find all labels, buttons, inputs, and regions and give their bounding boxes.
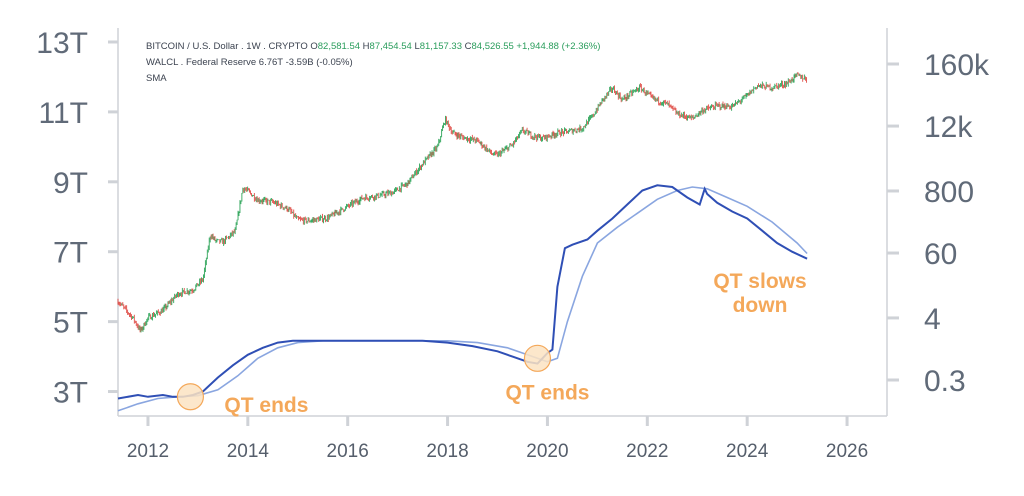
right-tick-label: 800 (924, 176, 974, 209)
x-tick-label: 2012 (127, 441, 169, 462)
x-tick-label: 2022 (626, 441, 668, 462)
legend-walcl: WALCL . Federal Reserve 6.76T -3.59B (-0… (146, 57, 353, 68)
annotation-qt-ends-2: QT ends (505, 381, 589, 404)
walcl-line (117, 184, 808, 400)
btc-candles (117, 71, 807, 333)
x-tick-label: 2018 (426, 441, 468, 462)
left-tick-label: 11T (39, 97, 88, 130)
qt-highlights (176, 344, 552, 411)
right-tick-label: 12k (924, 111, 973, 144)
left-tick-label: 7T (53, 237, 88, 270)
legend-btc: BITCOIN / U.S. Dollar . 1W . CRYPTO O82,… (146, 41, 600, 52)
legend-sma: SMA (146, 73, 167, 84)
x-tick-label: 2016 (327, 441, 369, 462)
x-tick-label: 2026 (826, 441, 868, 462)
annotation-qt-ends-1: QT ends (224, 394, 308, 417)
annotation-qt-slows: QT slows (713, 270, 806, 293)
sma-line (117, 186, 808, 412)
right-tick-label: 4 (924, 303, 941, 336)
right-tick-label: 60 (924, 238, 957, 271)
annotation-down: down (733, 294, 788, 317)
x-tick-label: 2014 (227, 441, 270, 462)
right-tick-label: 0.3 (924, 365, 966, 398)
left-tick-label: 9T (53, 167, 88, 200)
legend: BITCOIN / U.S. Dollar . 1W . CRYPTO O82,… (146, 41, 600, 84)
x-axis-ticks: 2012 2014 2016 2018 2020 2022 2024 2026 (127, 416, 868, 462)
right-axis-ticks: 0.3 4 60 800 12k 160k (887, 49, 990, 398)
qt-highlight-circle (523, 344, 552, 372)
x-tick-label: 2020 (526, 441, 568, 462)
qt-highlight-circle (176, 383, 205, 411)
left-tick-label: 3T (53, 377, 88, 410)
right-tick-label: 160k (924, 49, 990, 82)
left-axis-ticks: 3T 5T 7T 9T 11T 13T (36, 27, 118, 410)
x-tick-label: 2024 (726, 441, 769, 462)
left-tick-label: 5T (53, 307, 88, 340)
plot-frame (117, 28, 888, 417)
left-tick-label: 13T (36, 27, 88, 60)
